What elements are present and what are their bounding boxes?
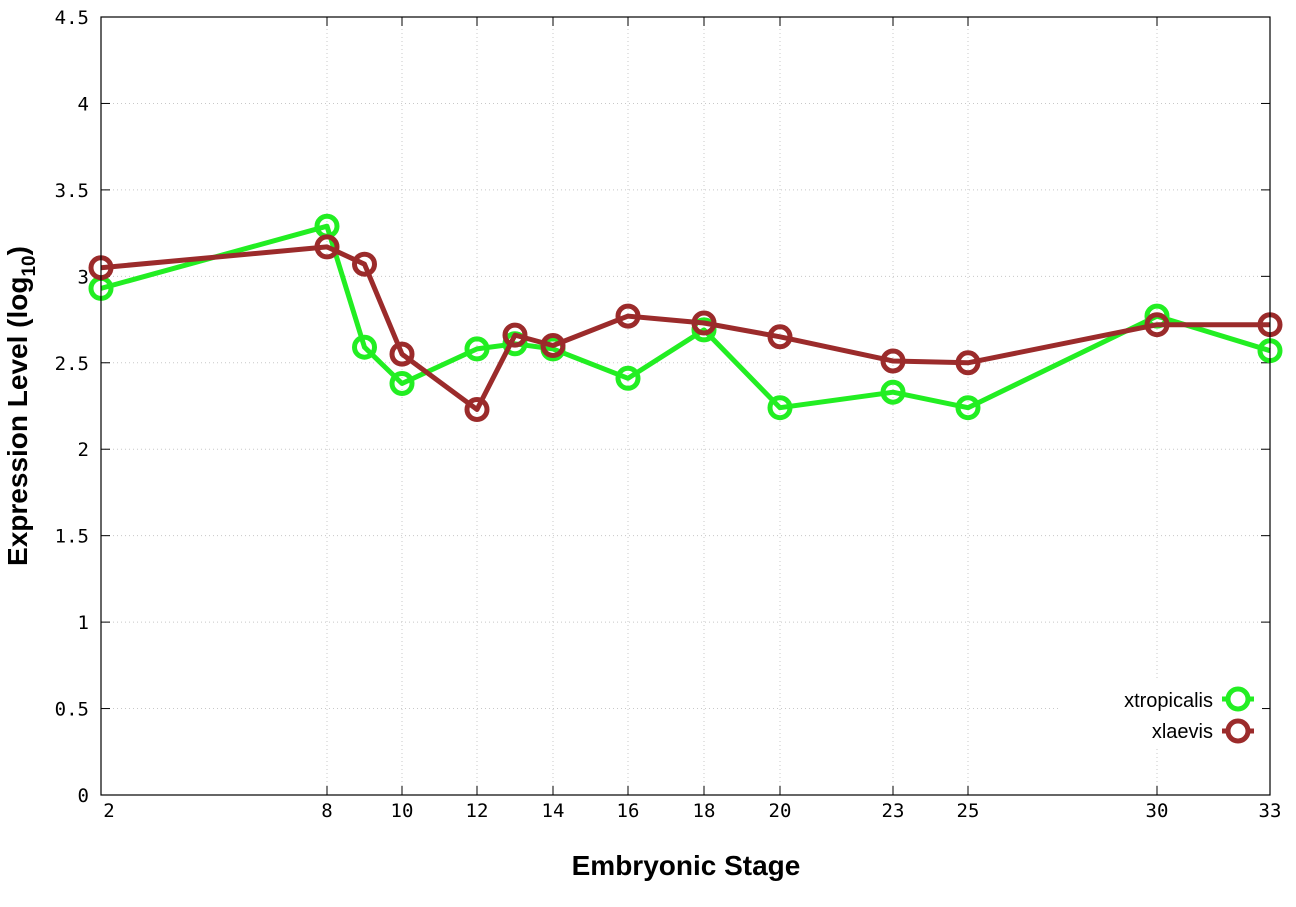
data-point-xlaevis — [314, 234, 340, 260]
legend-label-xlaevis: xlaevis — [1152, 721, 1213, 743]
data-point-xlaevis — [464, 397, 490, 422]
x-tick-label: 10 — [391, 800, 414, 822]
y-tick-label: 4 — [78, 93, 89, 115]
grid-lines — [101, 17, 1270, 795]
data-point-xtropicalis — [615, 365, 641, 391]
x-tick-label: 23 — [882, 800, 905, 822]
data-point-xlaevis — [767, 324, 793, 350]
legend-marker-xtropicalis — [1225, 686, 1251, 712]
data-point-xlaevis — [691, 310, 717, 336]
y-axis-title-subscript: 10 — [19, 255, 40, 276]
y-tick-label: 2.5 — [55, 353, 89, 375]
x-axis-tick-labels: 2 8 10 12 14 16 18 20 23 25 30 33 — [103, 800, 1281, 822]
legend-item-xtropicalis: xtropicalis — [1124, 686, 1254, 712]
y-tick-label: 1.5 — [55, 526, 89, 548]
y-tick-label: 1 — [78, 612, 89, 634]
x-tick-label: 30 — [1146, 800, 1169, 822]
y-tick-label: 0.5 — [55, 699, 89, 721]
data-point-xlaevis — [615, 303, 641, 329]
y-axis-tick-labels: 0 0.5 1 1.5 2 2.5 3 3.5 4 4.5 — [55, 7, 89, 807]
data-point-xtropicalis — [464, 336, 490, 362]
y-axis-title-close: ) — [2, 246, 33, 255]
x-tick-label: 25 — [957, 800, 980, 822]
data-point-xlaevis — [502, 322, 528, 348]
legend-marker-xlaevis — [1225, 718, 1251, 744]
data-point-xtropicalis — [767, 395, 793, 421]
y-tick-label: 2 — [78, 439, 89, 461]
data-point-xlaevis — [880, 348, 906, 374]
series-xlaevis — [88, 234, 1283, 422]
data-point-xlaevis — [1144, 312, 1170, 338]
legend: xtropicalis xlaevis — [1060, 680, 1262, 746]
data-point-xlaevis — [389, 341, 415, 367]
x-tick-label: 2 — [103, 800, 114, 822]
data-point-xtropicalis — [389, 371, 415, 396]
data-series — [88, 213, 1283, 422]
y-axis-title-main: Expression Level (log — [2, 277, 33, 566]
plot-frame — [100, 16, 1271, 796]
data-point-xtropicalis — [352, 334, 377, 360]
x-tick-label: 14 — [542, 800, 565, 822]
legend-item-xlaevis: xlaevis — [1152, 718, 1254, 744]
x-tick-label: 16 — [617, 800, 640, 822]
y-axis-title: Expression Level (log10) — [2, 246, 40, 566]
data-point-xtropicalis — [955, 395, 981, 421]
data-point-xlaevis — [540, 333, 566, 358]
y-tick-label: 0 — [78, 785, 89, 807]
data-point-xtropicalis — [880, 379, 906, 405]
series-xtropicalis — [88, 213, 1283, 421]
y-tick-label: 4.5 — [55, 7, 89, 29]
legend-label-xtropicalis: xtropicalis — [1124, 690, 1213, 712]
axis-ticks — [100, 16, 1271, 796]
series-line-xlaevis — [100, 244, 1270, 412]
y-tick-label: 3.5 — [55, 180, 89, 202]
x-tick-label: 18 — [693, 800, 716, 822]
x-tick-label: 33 — [1259, 800, 1282, 822]
x-tick-label: 8 — [321, 800, 332, 822]
x-tick-label: 20 — [769, 800, 792, 822]
y-tick-label: 3 — [78, 266, 89, 288]
x-tick-label: 12 — [466, 800, 489, 822]
data-point-xlaevis — [352, 251, 377, 277]
x-axis-title: Embryonic Stage — [572, 850, 801, 881]
data-point-xlaevis — [955, 350, 981, 376]
